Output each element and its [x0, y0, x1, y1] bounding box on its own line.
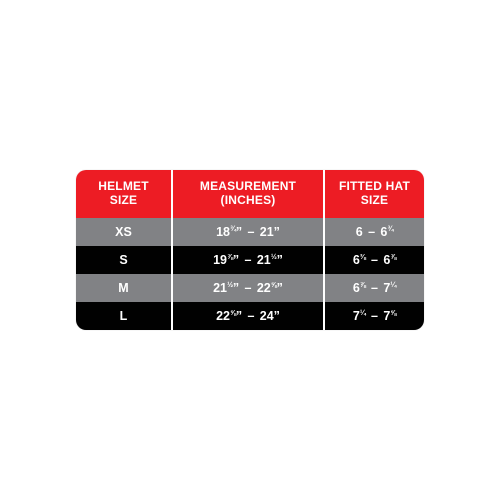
header-line: MEASUREMENT — [200, 179, 296, 193]
header-line: HELMET — [98, 179, 149, 193]
header-line: (INCHES) — [221, 193, 276, 207]
canvas: HELMET SIZE MEASUREMENT (INCHES) FITTED … — [0, 0, 500, 500]
cell-fitted-hat: 6⅞ – 7¼ — [324, 274, 424, 302]
header-line: FITTED HAT — [339, 179, 410, 193]
cell-helmet-size: M — [76, 274, 172, 302]
table-row: XS18¾” – 21”6 – 6¾ — [76, 218, 424, 246]
col-header-fitted-hat: FITTED HAT SIZE — [324, 170, 424, 218]
cell-measurement: 22⅝” – 24” — [172, 302, 324, 330]
cell-measurement: 21½” – 22⅝” — [172, 274, 324, 302]
cell-fitted-hat: 6 – 6¾ — [324, 218, 424, 246]
helmet-size-table: HELMET SIZE MEASUREMENT (INCHES) FITTED … — [76, 170, 424, 330]
table-body: XS18¾” – 21”6 – 6¾S19⅞” – 21½”6⅜ – 6⅞M21… — [76, 218, 424, 330]
header-line: SIZE — [361, 193, 388, 207]
table-header: HELMET SIZE MEASUREMENT (INCHES) FITTED … — [76, 170, 424, 218]
col-header-measurement: MEASUREMENT (INCHES) — [172, 170, 324, 218]
cell-measurement: 18¾” – 21” — [172, 218, 324, 246]
col-header-helmet-size: HELMET SIZE — [76, 170, 172, 218]
cell-helmet-size: L — [76, 302, 172, 330]
cell-fitted-hat: 6⅜ – 6⅞ — [324, 246, 424, 274]
cell-helmet-size: XS — [76, 218, 172, 246]
header-line: SIZE — [110, 193, 137, 207]
cell-fitted-hat: 7¼ – 7⅝ — [324, 302, 424, 330]
table-row: M21½” – 22⅝”6⅞ – 7¼ — [76, 274, 424, 302]
table-row: L22⅝” – 24”7¼ – 7⅝ — [76, 302, 424, 330]
cell-measurement: 19⅞” – 21½” — [172, 246, 324, 274]
table-row: S19⅞” – 21½”6⅜ – 6⅞ — [76, 246, 424, 274]
table-header-row: HELMET SIZE MEASUREMENT (INCHES) FITTED … — [76, 170, 424, 218]
cell-helmet-size: S — [76, 246, 172, 274]
